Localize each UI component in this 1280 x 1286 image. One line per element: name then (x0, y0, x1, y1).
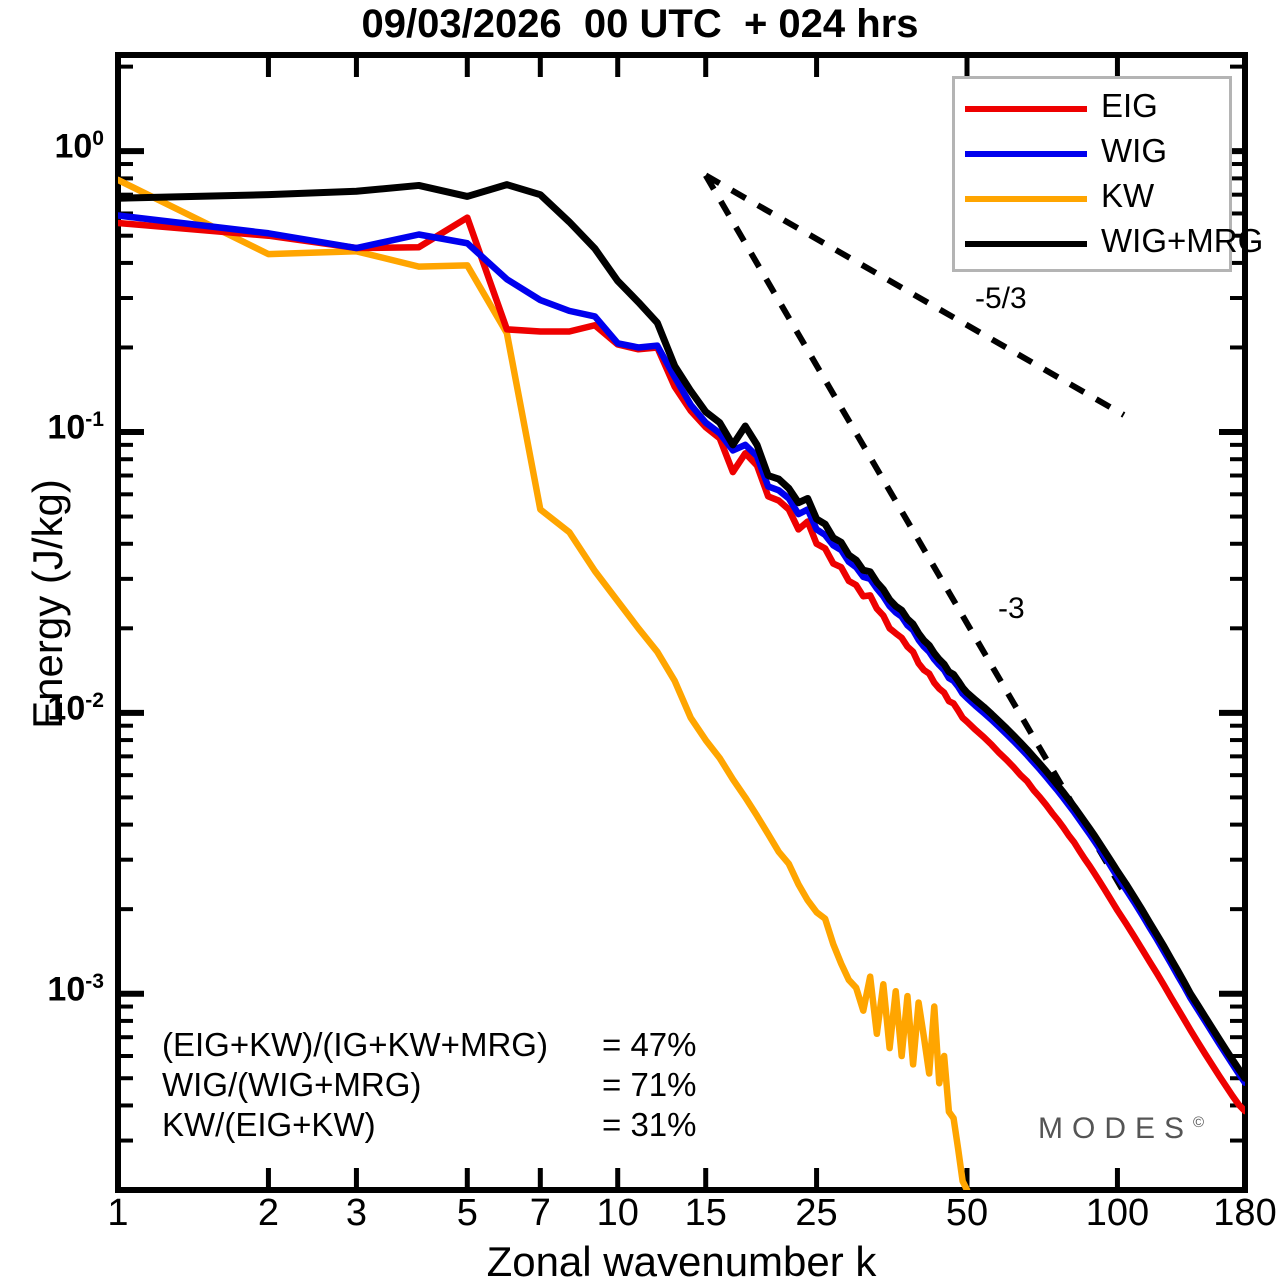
modes-watermark: MODES© (1038, 1112, 1204, 1146)
x-tick-label: 25 (795, 1192, 838, 1234)
x-tick-label: 15 (684, 1192, 727, 1234)
y-tick-label: 10-1 (47, 408, 104, 447)
x-tick-label: 180 (1213, 1192, 1277, 1234)
copyright-icon: © (1193, 1114, 1205, 1131)
y-tick-label: 10-3 (47, 969, 104, 1009)
x-axis-title: Zonal wavenumber k (486, 1238, 877, 1285)
legend[interactable]: EIG WIG KW WIG+MRG (952, 76, 1263, 272)
legend-swatch-kw (965, 196, 1087, 202)
statistics-block: (EIG+KW)/(IG+KW+MRG) = 47% WIG/(WIG+MRG) = … (162, 1026, 782, 1146)
series-line-kw (118, 176, 971, 1190)
legend-label: KW (1101, 177, 1155, 214)
legend-swatch-wig (965, 151, 1087, 157)
y-tick-label: 10-2 (47, 688, 104, 728)
axes-frame (115, 52, 1248, 1193)
x-tick-label: 5 (456, 1192, 478, 1234)
slope-label: -5/3 (975, 282, 1027, 315)
y-tick-label: 100 (54, 127, 104, 166)
x-tick-label: 100 (1085, 1192, 1150, 1234)
x-tick-label: 1 (107, 1192, 129, 1234)
legend-label: WIG+MRG (1101, 222, 1264, 259)
series-line-eig (118, 214, 1245, 1115)
statistic-value: = 47% (602, 1026, 697, 1063)
legend-label: EIG (1101, 87, 1158, 124)
data-series-group (118, 176, 1245, 1190)
legend-swatch-eig (965, 106, 1087, 112)
x-tick-label: 50 (945, 1192, 989, 1234)
statistic-name: WIG/(WIG+MRG) (162, 1066, 422, 1103)
x-tick-label: 3 (345, 1192, 367, 1234)
slope-label: -3 (998, 592, 1025, 625)
statistic-value: = 71% (602, 1066, 697, 1103)
statistic-value: = 31% (602, 1106, 697, 1143)
legend-item-wig-mrg[interactable]: WIG+MRG (955, 222, 1263, 264)
series-line-wig (118, 212, 1245, 1086)
legend-label: WIG (1101, 132, 1167, 169)
x-tick-label: 7 (529, 1192, 551, 1234)
reference-slope-lines (703, 172, 1127, 894)
legend-item-kw[interactable]: KW (955, 177, 1229, 219)
statistic-name: (EIG+KW)/(IG+KW+MRG) (162, 1026, 548, 1063)
statistic-name: KW/(EIG+KW) (162, 1106, 376, 1143)
modes-text: MODES (1038, 1112, 1194, 1145)
series-line-wig-mrg (118, 181, 1245, 1082)
legend-item-eig[interactable]: EIG (955, 87, 1229, 129)
legend-item-wig[interactable]: WIG (955, 132, 1229, 174)
x-tick-label: 2 (257, 1192, 279, 1234)
chart-title: 09/03/2026 00 UTC + 024 hrs (361, 2, 919, 46)
legend-swatch-wig-mrg (965, 241, 1087, 247)
x-tick-label: 10 (596, 1192, 639, 1234)
